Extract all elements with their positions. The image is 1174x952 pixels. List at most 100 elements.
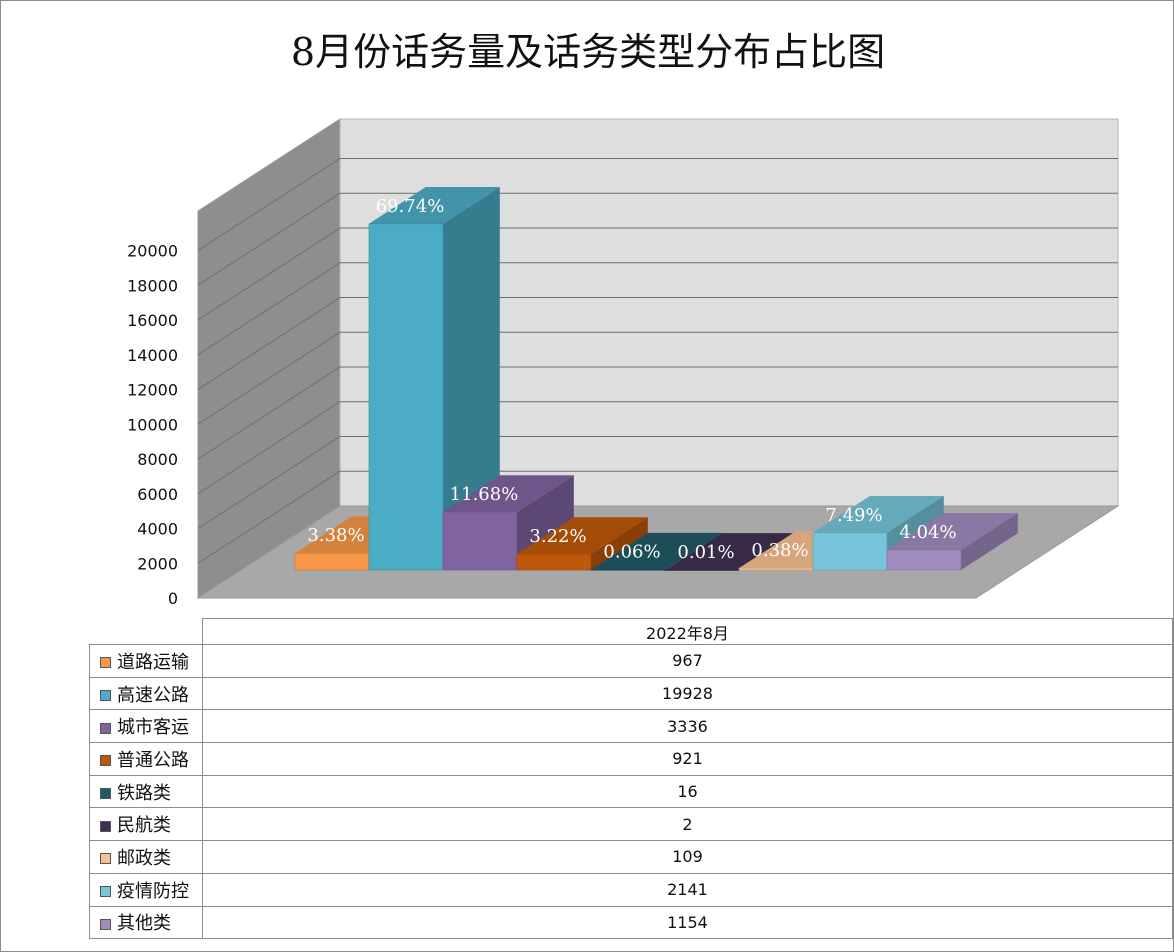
table-row: 铁路类 16 — [89, 774, 1174, 809]
bar-side — [591, 517, 648, 570]
value-cell: 19928 — [201, 676, 1174, 711]
y-tick-label: 8000 — [137, 450, 178, 469]
y-tick-label: 6000 — [137, 485, 178, 504]
gridline — [197, 401, 1118, 495]
legend-entry: 邮政类 — [89, 840, 203, 874]
y-tick-label: 2000 — [137, 554, 178, 573]
legend-entry: 高速公路 — [89, 676, 203, 711]
legend-entry: 其他类 — [89, 905, 203, 940]
bar-top — [591, 532, 722, 570]
legend-swatch-icon — [100, 722, 111, 734]
table-row: 道路运输 967 — [89, 644, 1174, 678]
bar — [516, 553, 592, 571]
y-tick-label: 12000 — [127, 381, 178, 400]
data-label: 4.04% — [899, 522, 956, 543]
gridline — [197, 158, 1118, 251]
data-label: 3.22% — [529, 526, 586, 547]
gridline — [197, 192, 1118, 286]
bar-top — [665, 533, 796, 570]
bar — [368, 223, 444, 571]
legend-entry: 道路运输 — [89, 644, 203, 678]
bar — [812, 532, 888, 571]
bar — [442, 511, 518, 571]
legend-swatch-icon — [100, 657, 111, 669]
legend-label: 民航类 — [117, 815, 171, 837]
data-label: 3.38% — [307, 525, 364, 546]
legend-label: 普通公路 — [117, 749, 189, 771]
legend-label: 疫情防控 — [117, 880, 189, 902]
legend-entry: 普通公路 — [89, 742, 203, 776]
legend-entry: 铁路类 — [89, 774, 203, 809]
bar — [738, 567, 814, 571]
table-row: 普通公路 921 — [89, 742, 1174, 776]
bar — [886, 549, 962, 571]
legend-label: 铁路类 — [117, 782, 171, 804]
y-tick-label: 18000 — [127, 276, 178, 295]
bar — [590, 569, 666, 571]
legend-swatch-icon — [100, 820, 111, 832]
value-cell: 16 — [201, 774, 1174, 809]
data-label: 0.01% — [677, 542, 734, 563]
data-table: 2022年8月 道路运输 967 高速公路 19928 城市客运 3336 普通公路 921 铁路… — [89, 618, 1174, 940]
table-row: 邮政类 109 — [89, 840, 1174, 874]
y-tick-label: 10000 — [127, 415, 178, 434]
table-row: 其他类 1154 — [89, 905, 1174, 940]
legend-label: 城市客运 — [117, 717, 189, 739]
category-label: 2022年8月 — [201, 618, 1174, 645]
value-cell: 967 — [201, 644, 1174, 678]
bar-side — [961, 513, 1018, 570]
bar-top — [369, 186, 500, 224]
value-cell: 2141 — [201, 872, 1174, 907]
data-label: 69.74% — [376, 196, 445, 217]
legend-label: 其他类 — [117, 913, 171, 935]
bar-side — [443, 186, 500, 571]
gridline — [197, 470, 1118, 564]
plot-area: 0 2000 4000 6000 8000 10000 12000 14000 16000 180… — [127, 118, 1120, 608]
y-tick-label: 4000 — [137, 520, 178, 539]
legend-swatch-icon — [100, 690, 111, 702]
legend-label: 道路运输 — [117, 651, 189, 673]
legend-label: 高速公路 — [117, 684, 189, 706]
y-tick-label: 14000 — [127, 346, 178, 365]
legend-swatch-icon — [100, 755, 111, 767]
table-corner — [89, 618, 203, 645]
gridline — [197, 331, 1118, 425]
data-label: 0.06% — [603, 542, 660, 563]
value-cell: 109 — [201, 840, 1174, 874]
table-row: 高速公路 19928 — [89, 676, 1174, 711]
legend-entry: 疫情防控 — [89, 872, 203, 907]
gridline — [197, 436, 1118, 529]
gridline — [197, 366, 1118, 460]
bar-top — [813, 496, 944, 533]
value-cell: 2 — [201, 807, 1174, 842]
table-row: 民航类 2 — [89, 807, 1174, 842]
value-cell: 1154 — [201, 905, 1174, 940]
bar — [294, 552, 370, 571]
bar-top — [517, 517, 648, 554]
bar — [664, 569, 740, 571]
data-label: 11.68% — [450, 484, 519, 505]
legend-entry: 民航类 — [89, 807, 203, 842]
legend-swatch-icon — [100, 853, 111, 865]
legend-swatch-icon — [100, 886, 111, 898]
y-tick-label: 16000 — [127, 311, 178, 330]
bar-top — [443, 475, 574, 513]
gridline — [197, 297, 1118, 390]
data-label: 0.38% — [751, 540, 808, 561]
y-tick-label: 20000 — [127, 242, 178, 261]
legend-label: 邮政类 — [117, 847, 171, 869]
chart-title: 8月份话务量及话务类型分布占比图 — [290, 30, 886, 74]
value-cell: 3336 — [201, 709, 1174, 744]
value-cell: 921 — [201, 742, 1174, 776]
bar-side — [665, 532, 722, 570]
table-header-row: 2022年8月 — [89, 618, 1174, 645]
legend-swatch-icon — [100, 918, 111, 930]
bar-top — [887, 513, 1018, 550]
legend-swatch-icon — [100, 788, 111, 800]
legend-entry: 城市客运 — [89, 709, 203, 744]
table-row: 城市客运 3336 — [89, 709, 1174, 744]
y-tick-label: 0 — [168, 589, 178, 608]
gridline — [197, 227, 1118, 321]
gridline — [197, 262, 1118, 356]
